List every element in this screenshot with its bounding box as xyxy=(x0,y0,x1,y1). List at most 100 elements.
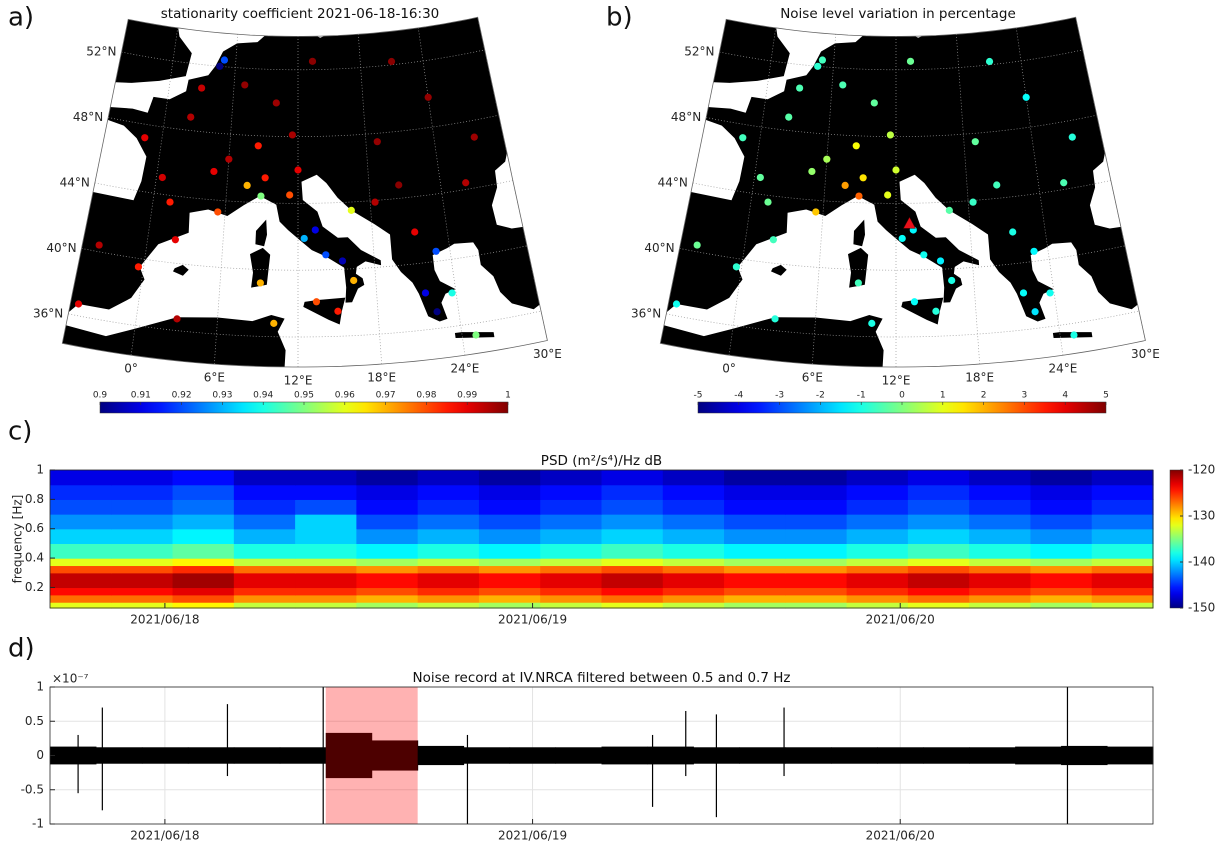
heat-cell xyxy=(50,558,112,567)
station-point xyxy=(210,167,218,176)
heat-cell xyxy=(172,499,235,515)
station-point xyxy=(945,206,953,214)
station-point xyxy=(272,99,280,107)
heat-cell xyxy=(295,558,357,567)
heat-cell xyxy=(1091,558,1154,567)
x-tick-label: 2021/06/19 xyxy=(498,613,567,627)
station-point xyxy=(1060,179,1068,187)
station-point xyxy=(732,263,741,271)
station-point xyxy=(814,62,822,70)
heat-cell xyxy=(601,528,664,545)
heat-cell xyxy=(356,499,419,515)
y-tick-label: 0 xyxy=(36,748,44,762)
lon-label: 0° xyxy=(722,362,736,376)
heat-cell xyxy=(50,543,112,559)
heat-cell xyxy=(846,484,909,500)
y-tick-label: 0.8 xyxy=(25,492,44,506)
station-point xyxy=(387,57,396,66)
heat-cell xyxy=(356,587,419,596)
station-point xyxy=(432,247,440,255)
heat-cell xyxy=(601,580,664,589)
heat-cell xyxy=(907,580,970,589)
heat-cell xyxy=(846,528,909,545)
station-point xyxy=(141,134,149,142)
colorbar-tick-label: 1 xyxy=(940,391,946,401)
heat-cell xyxy=(295,470,357,486)
heat-cell xyxy=(1091,594,1154,603)
heat-cell xyxy=(785,528,848,545)
station-point xyxy=(286,191,294,199)
station-point xyxy=(411,228,419,236)
station-point xyxy=(338,257,347,265)
map-title: Noise level variation in percentage xyxy=(780,6,1016,22)
x-tick-label: 2021/06/20 xyxy=(866,613,935,627)
station-point xyxy=(1070,331,1078,339)
station-point xyxy=(322,251,330,259)
heat-cell xyxy=(233,558,296,567)
station-point xyxy=(371,198,379,206)
colorbar-tick-label: -120 xyxy=(1188,463,1215,477)
station-point xyxy=(920,251,928,259)
colorbar-tick-label: 4 xyxy=(1062,391,1068,401)
colorbar-tick-label: 0.95 xyxy=(294,391,314,401)
heat-cell xyxy=(478,484,541,500)
map-frame xyxy=(61,16,548,368)
colorbar-tick-label: 0 xyxy=(899,391,905,401)
lat-label: 40°N xyxy=(46,241,76,255)
heat-cell xyxy=(172,484,235,500)
heat-cell xyxy=(540,543,603,559)
heat-cell xyxy=(50,587,112,596)
heat-cell xyxy=(295,484,357,500)
heat-cell xyxy=(1091,580,1154,589)
heat-cell xyxy=(295,514,357,530)
island xyxy=(250,247,271,288)
station-point xyxy=(898,234,906,243)
lat-label: 40°N xyxy=(644,241,674,255)
heat-cell xyxy=(540,558,603,567)
station-point xyxy=(1031,308,1039,316)
heat-cell xyxy=(356,514,419,530)
heat-cell xyxy=(601,565,664,574)
heat-cell xyxy=(295,499,357,515)
heat-cell xyxy=(50,484,112,500)
heat-cell xyxy=(662,587,725,596)
island xyxy=(173,264,189,276)
heat-cell xyxy=(417,484,480,500)
heat-cell xyxy=(846,602,909,609)
lon-label: 30°E xyxy=(533,347,562,361)
heat-cell xyxy=(540,499,603,515)
heat-cell xyxy=(478,499,541,515)
heat-cell xyxy=(540,528,603,545)
station-point xyxy=(769,236,777,244)
heat-cell xyxy=(540,587,603,596)
heat-cell xyxy=(1091,514,1154,530)
station-marker xyxy=(903,216,916,229)
heat-cell xyxy=(1030,543,1093,559)
colorbar-tick-label: 1 xyxy=(505,391,511,401)
heat-cell xyxy=(846,499,909,515)
colorbar-tick-label: -150 xyxy=(1188,601,1215,615)
heat-cell xyxy=(356,580,419,589)
colorbar-tick-label: -4 xyxy=(734,391,743,401)
heat-cell xyxy=(356,558,419,567)
lon-label: 24°E xyxy=(1049,362,1078,376)
heat-cell xyxy=(1030,470,1093,486)
lat-label: 44°N xyxy=(658,175,688,189)
heat-cell xyxy=(662,594,725,603)
lat-label: 36°N xyxy=(33,306,63,320)
station-point xyxy=(421,289,430,297)
heat-cell xyxy=(601,543,664,559)
heat-cell xyxy=(785,514,848,530)
trace-envelope xyxy=(647,746,694,765)
heat-cell xyxy=(478,514,541,530)
heat-cell xyxy=(111,558,174,567)
heat-cell xyxy=(907,565,970,574)
x-tick-label: 2021/06/20 xyxy=(866,829,935,843)
station-point xyxy=(818,56,827,64)
station-point xyxy=(241,81,249,89)
lon-label: 12°E xyxy=(882,374,911,388)
station-point xyxy=(771,315,779,323)
heat-cell xyxy=(907,484,970,500)
trace-envelope xyxy=(371,740,419,771)
graticule xyxy=(955,34,981,365)
